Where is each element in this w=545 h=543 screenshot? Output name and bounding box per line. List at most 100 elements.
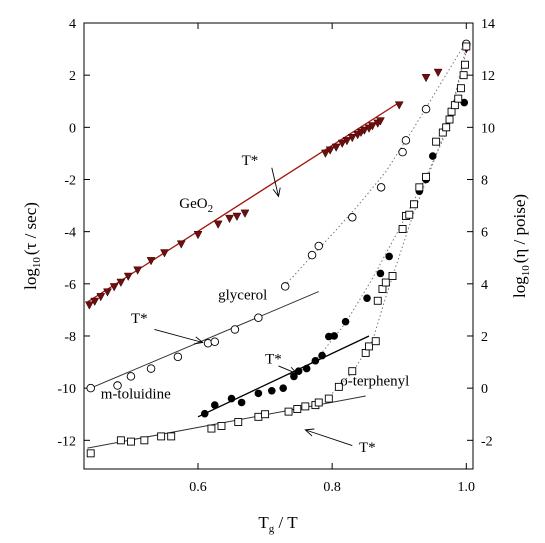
- data-point: [415, 183, 424, 192]
- data-point: [133, 266, 143, 275]
- data-point: [432, 137, 441, 146]
- data-point: [421, 104, 431, 114]
- data-point: [450, 101, 459, 110]
- data-point: [376, 269, 385, 278]
- data-point: [461, 60, 469, 69]
- data-point: [325, 146, 335, 155]
- data-point: [84, 301, 94, 310]
- y-tick-label-right: 12: [481, 69, 495, 84]
- y-axis-title-right: log10(η / poise): [510, 194, 532, 298]
- tstar-mtoluidine: T*: [265, 351, 282, 367]
- data-point: [232, 212, 242, 222]
- arrow-head: [304, 428, 315, 437]
- data-point: [90, 297, 100, 307]
- data-point: [200, 409, 209, 418]
- data-point: [460, 98, 469, 107]
- data-point: [173, 352, 183, 362]
- data-point: [261, 410, 270, 419]
- data-point: [176, 240, 186, 249]
- data-point: [86, 449, 95, 458]
- y-tick-label-left: 4: [69, 17, 76, 32]
- y-tick-label-right: 4: [481, 278, 488, 293]
- data-point: [371, 337, 380, 346]
- data-point: [385, 252, 393, 261]
- y-tick-label-right: -2: [481, 434, 493, 449]
- tstar-oterphenyl: T*: [359, 440, 376, 456]
- data-point: [230, 325, 240, 334]
- y-tick-label-left: -8: [64, 330, 76, 345]
- data-point: [254, 389, 263, 398]
- data-point: [167, 432, 176, 441]
- x-tick-label: 0.8: [323, 480, 341, 495]
- y-tick-label-right: 0: [481, 382, 488, 397]
- y-tick-label-right: 8: [481, 173, 488, 188]
- tstar-geo2: T*: [242, 153, 259, 169]
- arrow-head: [288, 366, 299, 375]
- data-point: [459, 71, 468, 80]
- data-point: [254, 313, 263, 322]
- series-geo2: [84, 45, 471, 310]
- data-point: [193, 231, 203, 240]
- data-point: [207, 424, 216, 433]
- oterphenyl-label: o-terphenyl: [340, 374, 409, 390]
- y-tick-label-left: -12: [57, 434, 76, 449]
- arrow-geo2: [271, 167, 281, 198]
- y-tick-label-left: 0: [69, 121, 76, 136]
- data-point: [217, 422, 226, 430]
- data-point: [311, 356, 320, 365]
- y-tick-label-left: 2: [69, 69, 76, 84]
- data-point: [290, 372, 298, 381]
- data-point: [123, 272, 133, 282]
- data-point: [279, 384, 287, 392]
- data-point: [433, 68, 443, 78]
- data-point: [210, 337, 220, 346]
- data-point: [398, 225, 407, 233]
- data-point: [363, 294, 371, 302]
- y-tick-labels-right: -2 0 2 4 6 8 10 12 14: [481, 17, 495, 449]
- data-point: [126, 437, 135, 446]
- data-point: [330, 332, 338, 340]
- arrow-head: [193, 336, 204, 345]
- geo2-label: GeO2: [179, 196, 213, 215]
- y-tick-label-left: -4: [64, 226, 76, 241]
- x-tick-label: 0.6: [189, 480, 207, 495]
- y-tick-label-right: 14: [481, 17, 495, 32]
- data-point: [146, 257, 156, 266]
- mtoluidine-dotted-line: [294, 51, 467, 376]
- data-point: [225, 214, 234, 224]
- arrow-oterphenyl: [304, 428, 353, 446]
- data-point: [378, 285, 387, 293]
- data-point: [341, 317, 350, 326]
- data-point: [398, 147, 407, 157]
- series-o-terphenyl: [86, 42, 471, 458]
- data-point: [307, 250, 317, 260]
- annotations: GeO2 glycerol m-toluidine o-terphenyl T* T* T*…: [101, 153, 410, 456]
- data-point: [140, 436, 149, 445]
- data-point: [126, 372, 136, 381]
- data-point: [376, 117, 385, 126]
- data-point: [442, 123, 451, 132]
- data-point: [394, 101, 404, 110]
- data-point: [347, 134, 357, 143]
- data-markers: [84, 39, 471, 458]
- data-point: [210, 401, 219, 409]
- arrows: [154, 167, 353, 446]
- data-point: [445, 115, 454, 124]
- data-point: [96, 293, 106, 302]
- data-point: [146, 364, 156, 373]
- data-point: [381, 278, 390, 287]
- arrow-mtoluidine: [278, 365, 299, 375]
- data-point: [314, 241, 323, 251]
- data-point: [116, 278, 126, 288]
- data-point: [373, 296, 382, 305]
- x-tick-label: 1.0: [458, 480, 476, 495]
- mtoluidine-label: m-toluidine: [101, 387, 171, 403]
- y-tick-label-left: -2: [64, 173, 76, 188]
- x-tick-labels: 0.6 0.8 1.0: [189, 480, 475, 495]
- data-point: [359, 126, 369, 135]
- y-tick-label-right: 10: [481, 121, 495, 136]
- y-axis-title-left: log10(τ / sec): [21, 202, 43, 290]
- data-point: [361, 348, 370, 357]
- data-point: [456, 84, 465, 93]
- plot-frame: [83, 22, 474, 470]
